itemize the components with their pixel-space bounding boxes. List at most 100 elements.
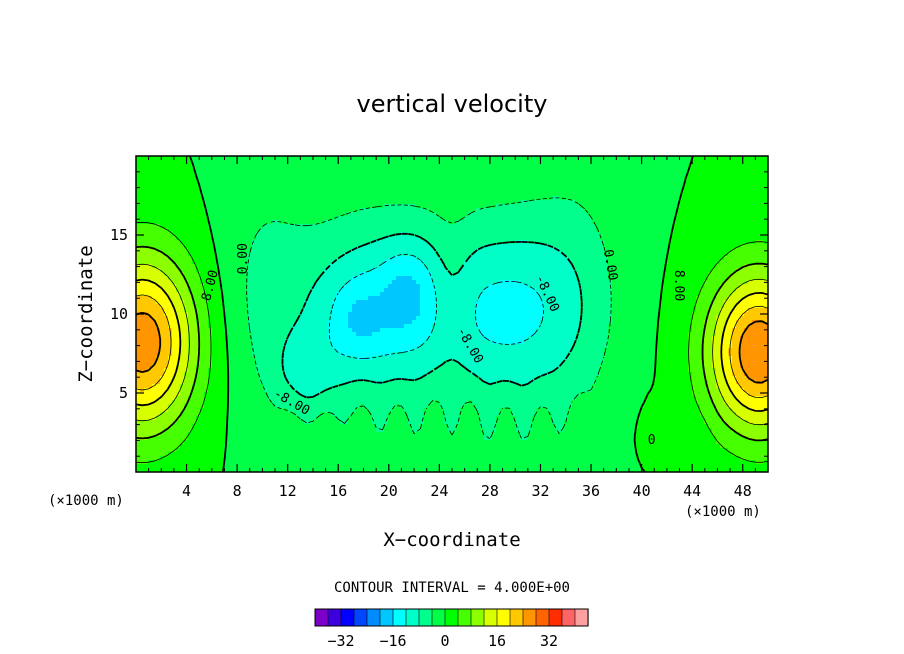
heatmap-cell bbox=[336, 208, 341, 213]
heatmap-cell bbox=[688, 204, 693, 209]
heatmap-cell bbox=[752, 276, 757, 281]
heatmap-cell bbox=[484, 272, 489, 277]
heatmap-cell bbox=[716, 180, 721, 185]
heatmap-cell bbox=[704, 228, 709, 233]
heatmap-cell bbox=[716, 172, 721, 177]
heatmap-cell bbox=[472, 196, 477, 201]
heatmap-cell bbox=[528, 204, 533, 209]
heatmap-cell bbox=[752, 216, 757, 221]
heatmap-cell bbox=[684, 192, 689, 197]
heatmap-cell bbox=[412, 172, 417, 177]
heatmap-cell bbox=[312, 240, 317, 245]
heatmap-cell bbox=[236, 232, 241, 237]
heatmap-cell bbox=[572, 212, 577, 217]
heatmap-cell bbox=[624, 240, 629, 245]
heatmap-cell bbox=[280, 176, 285, 181]
heatmap-cell bbox=[648, 172, 653, 177]
heatmap-cell bbox=[240, 240, 245, 245]
heatmap-cell bbox=[248, 252, 253, 257]
heatmap-cell bbox=[476, 280, 481, 285]
heatmap-cell bbox=[332, 168, 337, 173]
heatmap-cell bbox=[308, 204, 313, 209]
heatmap-cell bbox=[248, 172, 253, 177]
heatmap-cell bbox=[196, 220, 201, 225]
heatmap-cell bbox=[384, 204, 389, 209]
heatmap-cell bbox=[328, 176, 333, 181]
heatmap-cell bbox=[760, 188, 765, 193]
heatmap-cell bbox=[252, 176, 257, 181]
heatmap-cell bbox=[588, 268, 593, 273]
heatmap-cell bbox=[616, 220, 621, 225]
heatmap-cell bbox=[276, 208, 281, 213]
heatmap-cell bbox=[580, 208, 585, 213]
heatmap-cell bbox=[624, 168, 629, 173]
heatmap-cell bbox=[404, 264, 409, 269]
heatmap-cell bbox=[760, 232, 765, 237]
heatmap-cell bbox=[416, 212, 421, 217]
heatmap-cell bbox=[596, 212, 601, 217]
heatmap-cell bbox=[392, 180, 397, 185]
heatmap-cell bbox=[528, 272, 533, 277]
heatmap-cell bbox=[312, 208, 317, 213]
heatmap-cell bbox=[432, 256, 437, 261]
heatmap-cell bbox=[460, 256, 465, 261]
heatmap-cell bbox=[144, 280, 149, 285]
heatmap-cell bbox=[304, 244, 309, 249]
heatmap-cell bbox=[280, 244, 285, 249]
heatmap-cell bbox=[436, 168, 441, 173]
heatmap-cell bbox=[264, 236, 269, 241]
heatmap-cell bbox=[304, 176, 309, 181]
heatmap-cell bbox=[252, 256, 257, 261]
heatmap-cell bbox=[144, 252, 149, 257]
heatmap-cell bbox=[536, 172, 541, 177]
heatmap-cell bbox=[568, 172, 573, 177]
heatmap-cell bbox=[176, 188, 181, 193]
heatmap-cell bbox=[336, 164, 341, 169]
heatmap-cell bbox=[356, 272, 361, 277]
heatmap-cell bbox=[760, 276, 765, 281]
heatmap-cell bbox=[160, 184, 165, 189]
heatmap-cell bbox=[256, 280, 261, 285]
heatmap-cell bbox=[368, 184, 373, 189]
heatmap-cell bbox=[288, 240, 293, 245]
heatmap-cell bbox=[668, 232, 673, 237]
heatmap-cell bbox=[576, 260, 581, 265]
heatmap-cell bbox=[364, 212, 369, 217]
heatmap-cell bbox=[256, 204, 261, 209]
heatmap-cell bbox=[156, 228, 161, 233]
heatmap-cell bbox=[608, 208, 613, 213]
heatmap-cell bbox=[612, 204, 617, 209]
heatmap-cell bbox=[244, 184, 249, 189]
heatmap-cell bbox=[652, 204, 657, 209]
heatmap-cell bbox=[632, 180, 637, 185]
heatmap-cell bbox=[244, 192, 249, 197]
heatmap-cell bbox=[676, 184, 681, 189]
heatmap-cell bbox=[260, 168, 265, 173]
heatmap-cell bbox=[156, 236, 161, 241]
heatmap-cell bbox=[156, 208, 161, 213]
heatmap-cell bbox=[296, 188, 301, 193]
heatmap-cell bbox=[360, 176, 365, 181]
heatmap-cell bbox=[572, 268, 577, 273]
heatmap-cell bbox=[468, 204, 473, 209]
heatmap-cell bbox=[144, 184, 149, 189]
heatmap-cell bbox=[632, 204, 637, 209]
heatmap-cell bbox=[268, 256, 273, 261]
heatmap-cell bbox=[600, 272, 605, 277]
heatmap-cell bbox=[372, 172, 377, 177]
heatmap-cell bbox=[608, 252, 613, 257]
heatmap-cell bbox=[236, 212, 241, 217]
heatmap-cell bbox=[432, 172, 437, 177]
heatmap-cell bbox=[764, 244, 768, 249]
heatmap-cell bbox=[552, 196, 557, 201]
heatmap-cell bbox=[716, 192, 721, 197]
heatmap-cell bbox=[540, 184, 545, 189]
heatmap-cell bbox=[548, 208, 553, 213]
heatmap-cell bbox=[408, 188, 413, 193]
heatmap-cell bbox=[284, 156, 289, 161]
heatmap-cell bbox=[740, 200, 745, 205]
heatmap-cell bbox=[436, 176, 441, 181]
heatmap-cell bbox=[704, 216, 709, 221]
heatmap-cell bbox=[220, 212, 225, 217]
heatmap-cell bbox=[496, 192, 501, 197]
